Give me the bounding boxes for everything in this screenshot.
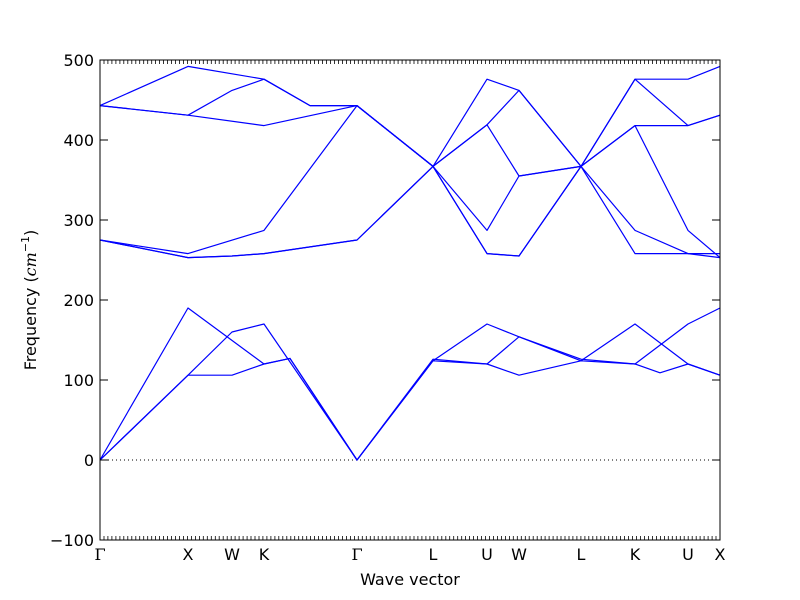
x-tick-label: U bbox=[481, 545, 493, 564]
x-tick-label: L bbox=[577, 545, 586, 564]
y-tick-label: −100 bbox=[50, 531, 94, 550]
y-tick-label: 400 bbox=[63, 131, 94, 150]
y-axis-title-exponent: −1 bbox=[19, 236, 32, 252]
band-1 bbox=[99, 357, 721, 461]
band-series bbox=[99, 65, 721, 461]
y-tick-label: 300 bbox=[63, 211, 94, 230]
x-minor-ticks bbox=[99, 60, 721, 540]
y-tick-label: 200 bbox=[63, 291, 94, 310]
x-tick-label: K bbox=[630, 545, 641, 564]
x-tick-label: U bbox=[682, 545, 694, 564]
x-tick-label: W bbox=[511, 545, 527, 564]
band-6 bbox=[99, 104, 721, 259]
band-3 bbox=[99, 307, 721, 461]
band-9 bbox=[99, 65, 721, 177]
x-tick-label: Γ bbox=[94, 545, 105, 564]
y-tick-label: 100 bbox=[63, 371, 94, 390]
x-tick-label: L bbox=[429, 545, 438, 564]
y-axis-title-close: ) bbox=[21, 230, 40, 236]
band-5 bbox=[99, 165, 721, 259]
x-axis-title: Wave vector bbox=[360, 570, 460, 589]
x-tick-label: K bbox=[259, 545, 270, 564]
x-tick-label: W bbox=[224, 545, 240, 564]
y-axis-ticks: −100 0 100 200 300 400 500 bbox=[50, 51, 720, 550]
y-tick-label: 500 bbox=[63, 51, 94, 70]
y-axis-title-unit: cm bbox=[21, 252, 40, 276]
x-tick-label: X bbox=[715, 545, 726, 564]
x-tick-label: X bbox=[183, 545, 194, 564]
y-tick-label: 0 bbox=[84, 451, 94, 470]
y-axis-title-text: Frequency ( bbox=[21, 276, 40, 370]
x-tick-label: Γ bbox=[351, 545, 362, 564]
y-axis-title: Frequency (cm−1) bbox=[19, 230, 40, 371]
band-2 bbox=[99, 323, 721, 461]
